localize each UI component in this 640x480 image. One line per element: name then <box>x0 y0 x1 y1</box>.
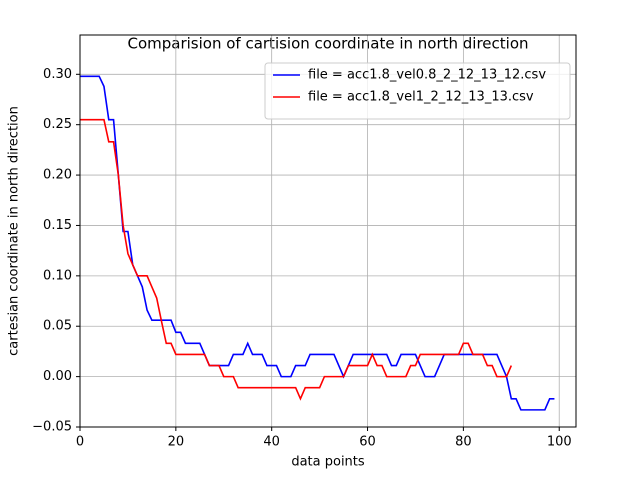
y-tick-label: 0.25 <box>43 117 72 132</box>
y-tick-label: 0.05 <box>43 319 72 334</box>
y-tick-label: 0.30 <box>43 67 72 82</box>
y-tick-label: 0.10 <box>43 268 72 283</box>
legend: file = acc1.8_vel0.8_2_12_13_12.csvfile … <box>264 62 571 120</box>
series-line <box>80 118 513 401</box>
x-axis-label: data points <box>291 455 365 470</box>
x-tick-label: 60 <box>359 435 376 450</box>
series-line <box>80 75 555 411</box>
legend-label: file = acc1.8_vel0.8_2_12_13_12.csv <box>308 68 546 83</box>
x-tick-label: 100 <box>547 435 572 450</box>
x-tick-label: 0 <box>76 435 84 450</box>
legend-box <box>264 62 571 120</box>
y-tick-label: 0.20 <box>43 168 72 183</box>
plot-frame <box>79 34 577 428</box>
x-tick-label: 80 <box>455 435 472 450</box>
y-tick-label: 0.00 <box>43 369 72 384</box>
y-tick-label: −0.05 <box>32 420 72 435</box>
y-tick-label: 0.15 <box>43 218 72 233</box>
chart-title: Comparision of cartision coordinate in n… <box>127 35 528 53</box>
legend-label: file = acc1.8_vel1_2_12_13_13.csv <box>308 90 534 105</box>
x-tick-label: 40 <box>263 435 280 450</box>
x-tick-label: 20 <box>168 435 185 450</box>
y-axis-label: cartesian coordinate in north direction <box>7 106 22 356</box>
